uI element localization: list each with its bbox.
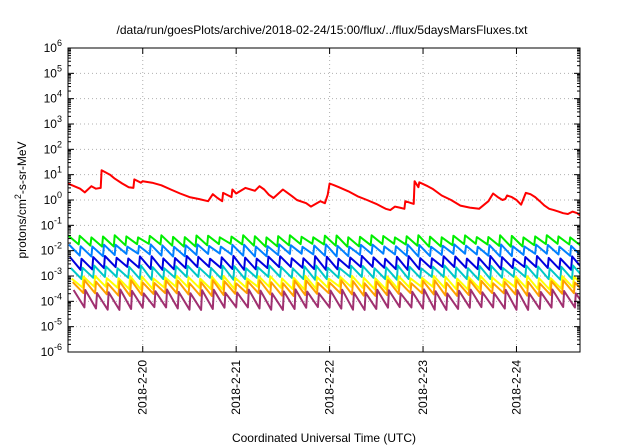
y-tick-label: 10-6	[41, 342, 62, 359]
series-line-8	[72, 288, 580, 311]
y-tick-label: 10-1	[41, 215, 62, 232]
x-tick-label: 2018-2-21	[229, 360, 243, 415]
y-axis-label: protons/cm2-s-sr-MeV	[13, 141, 29, 258]
y-tick-label: 106	[44, 38, 62, 55]
x-tick-label: 2018-2-23	[416, 360, 430, 415]
y-tick-label: 101	[44, 165, 62, 182]
y-tick-label: 10-5	[41, 317, 62, 334]
ticks	[68, 47, 580, 353]
y-tick-label: 10-4	[41, 291, 62, 308]
y-tick-label: 103	[44, 114, 62, 131]
series-line-4	[69, 254, 580, 271]
x-tick-label: 2018-2-24	[509, 360, 523, 415]
chart-title: /data/run/goesPlots/archive/2018-02-24/1…	[117, 23, 529, 37]
y-tick-labels: 106 105 104 103 102 101 100 10-1 10-2 10-3 10-4 10-…	[41, 38, 62, 359]
y-tick-label: 102	[44, 139, 62, 156]
y-tick-label: 10-3	[41, 266, 62, 283]
x-tick-labels: 2018-2-20 2018-2-21 2018-2-22 2018-2-23 2018…	[136, 360, 524, 415]
y-tick-label: 100	[44, 190, 62, 207]
y-tick-label: 104	[44, 89, 62, 106]
series-line-7	[71, 279, 580, 297]
x-tick-label: 2018-2-20	[136, 360, 150, 415]
x-tick-label: 2018-2-22	[323, 360, 337, 415]
x-axis-label: Coordinated Universal Time (UTC)	[232, 431, 416, 445]
series-line-2	[68, 234, 580, 248]
series-line-6	[71, 274, 580, 291]
y-tick-label: 10-2	[41, 241, 62, 258]
series-layer	[68, 169, 580, 311]
y-tick-label: 105	[44, 63, 62, 80]
series-line-3	[68, 243, 580, 258]
series-line-5	[70, 264, 580, 281]
series-line-1	[68, 169, 580, 217]
